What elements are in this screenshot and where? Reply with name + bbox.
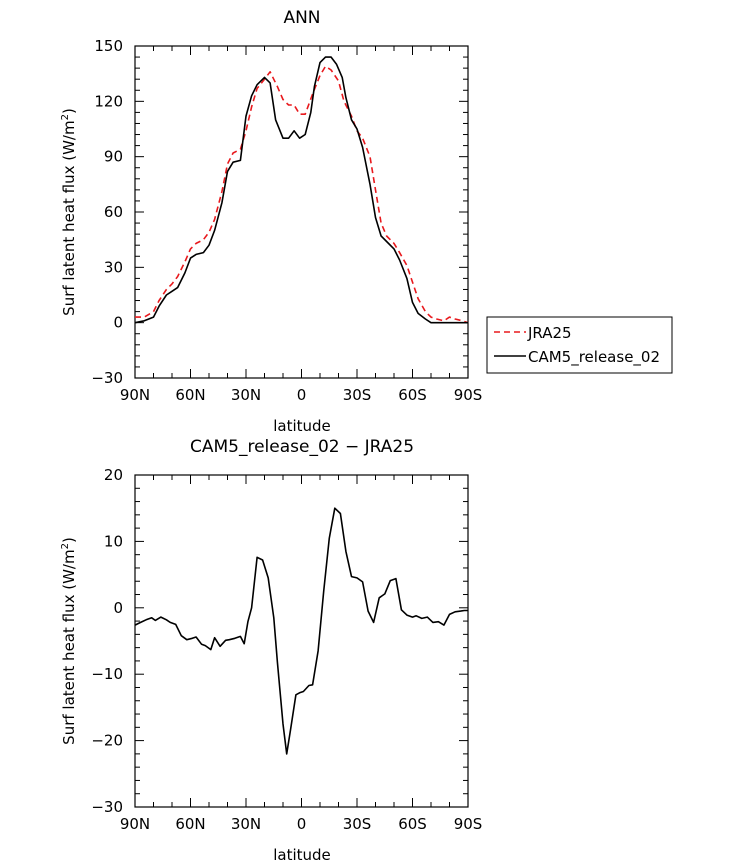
- bottom-chart-title: CAM5_release_02 − JRA25: [190, 437, 414, 457]
- top-ytick-label: 30: [104, 258, 123, 276]
- legend-box: [486, 316, 673, 374]
- top-series-line-cam5-release-02: [134, 56, 468, 324]
- top-ytick-label: −30: [91, 369, 123, 387]
- top-ytick-label: 150: [94, 37, 123, 55]
- top-xtick-label: 0: [297, 386, 307, 404]
- top-y-axis-label-close: ): [60, 108, 78, 114]
- bottom-xtick-label: 60N: [175, 815, 205, 833]
- top-x-axis-label: latitude: [273, 417, 331, 435]
- top-series-line-jra25: [135, 65, 469, 324]
- bottom-xtick-label: 60S: [398, 815, 427, 833]
- bottom-y-axis-label-text: Surf latent heat flux (W/m: [60, 549, 78, 744]
- top-ytick-label: 90: [104, 148, 123, 166]
- top-y-axis-label-sup: 2: [60, 114, 71, 120]
- top-xtick-label: 30S: [343, 386, 372, 404]
- bottom-y-axis-label: Surf latent heat flux (W/m2): [60, 537, 78, 745]
- bottom-xtick-label: 90N: [120, 815, 150, 833]
- bottom-ytick-label: 20: [104, 466, 123, 484]
- legend-label-jra25: JRA25: [527, 324, 572, 342]
- top-xtick-label: 90S: [454, 386, 483, 404]
- top-xtick-label: 30N: [231, 386, 261, 404]
- top-chart-title: ANN: [283, 8, 320, 28]
- bottom-ytick-label: 0: [113, 599, 123, 617]
- top-y-axis-label: Surf latent heat flux (W/m2): [60, 108, 78, 316]
- bottom-xtick-label: 30S: [343, 815, 372, 833]
- top-xtick-label: 60N: [175, 386, 205, 404]
- top-xtick-label: 90N: [120, 386, 150, 404]
- bottom-panel: CAM5_release_02 − JRA25 90N 60N 30N 0 30S 60S…: [60, 437, 482, 864]
- top-plot-frame: [134, 45, 469, 379]
- top-panel: ANN 90N 60N 30N 0 30S 60S 90S−300306090120150 …: [60, 8, 673, 435]
- bottom-ytick-label: 10: [104, 532, 123, 550]
- bottom-y-axis-label-sup: 2: [60, 543, 71, 549]
- legend: JRA25 CAM5_release_02: [486, 316, 673, 374]
- bottom-plot-frame: [134, 474, 469, 808]
- bottom-series-lines: [134, 507, 468, 755]
- bottom-ytick-label: −10: [91, 665, 123, 683]
- bottom-ytick-label: −20: [91, 732, 123, 750]
- bottom-x-axis-label: latitude: [273, 846, 331, 864]
- bottom-xtick-label: 90S: [454, 815, 483, 833]
- top-ytick-label: 60: [104, 203, 123, 221]
- bottom-xtick-label: 30N: [231, 815, 261, 833]
- top-ytick-label: 0: [113, 314, 123, 332]
- top-ytick-label: 120: [94, 92, 123, 110]
- bottom-axis-ticks: 90N 60N 30N 0 30S 60S 90S −30 −20 −10 0 10 20: [91, 466, 482, 833]
- bottom-xtick-label: 0: [297, 815, 307, 833]
- legend-label-cam5: CAM5_release_02: [528, 348, 660, 367]
- bottom-series-line-0: [134, 507, 468, 755]
- top-y-axis-label-text: Surf latent heat flux (W/m: [60, 120, 78, 315]
- top-series-lines: [134, 56, 469, 324]
- top-xtick-label: 60S: [398, 386, 427, 404]
- bottom-ytick-label: −30: [91, 798, 123, 816]
- bottom-y-axis-label-close: ): [60, 537, 78, 543]
- top-axis-ticks: 90N 60N 30N 0 30S 60S 90S −30 0 30 60 90 120 150: [91, 37, 482, 404]
